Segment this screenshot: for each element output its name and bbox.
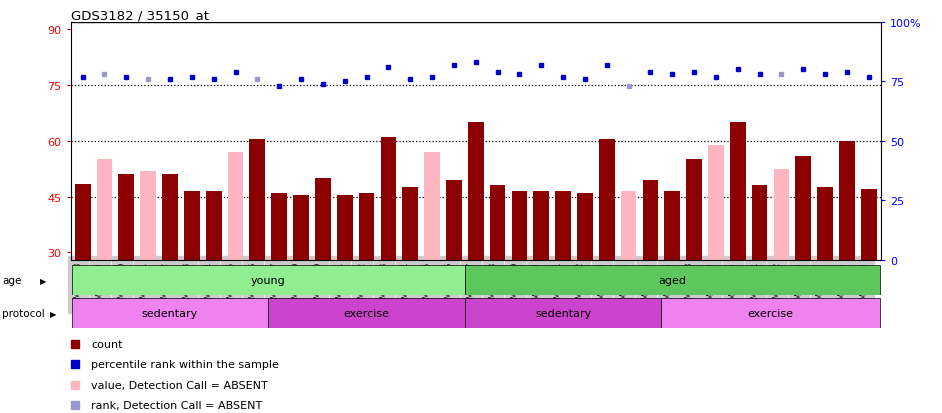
Bar (664, 192, 680, 260)
Text: ▶: ▶ (50, 309, 57, 318)
Text: value, Detection Call = ABSENT: value, Detection Call = ABSENT (90, 380, 268, 390)
Text: age: age (2, 275, 22, 285)
Text: sedentary: sedentary (142, 309, 198, 318)
Text: aged: aged (658, 275, 686, 285)
Bar (818, 188, 833, 260)
Bar (708, 145, 723, 260)
Text: GDS3182 / 35150_at: GDS3182 / 35150_at (71, 9, 208, 21)
Bar (642, 180, 658, 260)
Bar (293, 195, 309, 260)
Bar (686, 160, 702, 260)
Bar (512, 192, 528, 260)
Bar (464, 299, 661, 328)
Bar (533, 192, 549, 260)
Bar (72, 299, 268, 328)
Bar (205, 192, 221, 260)
Bar (268, 299, 464, 328)
Text: percentile rank within the sample: percentile rank within the sample (90, 359, 279, 369)
Bar (621, 192, 637, 260)
Bar (184, 192, 200, 260)
Bar (140, 171, 156, 260)
Text: ▶: ▶ (40, 276, 46, 285)
Bar (271, 193, 287, 260)
Bar (730, 123, 746, 260)
Bar (490, 186, 506, 260)
Bar (315, 178, 331, 260)
Bar (228, 152, 243, 260)
Bar (839, 142, 854, 260)
Text: exercise: exercise (344, 309, 390, 318)
Text: rank, Detection Call = ABSENT: rank, Detection Call = ABSENT (90, 400, 262, 410)
Bar (424, 152, 440, 260)
Bar (250, 140, 266, 260)
Bar (337, 195, 352, 260)
Bar (752, 186, 768, 260)
Text: sedentary: sedentary (535, 309, 592, 318)
Bar (97, 160, 112, 260)
Bar (162, 175, 178, 260)
Bar (773, 169, 789, 260)
Text: young: young (251, 275, 285, 285)
Bar (72, 266, 464, 295)
Bar (119, 175, 134, 260)
Text: protocol: protocol (2, 309, 44, 318)
Bar (861, 190, 877, 260)
Bar (381, 138, 397, 260)
Bar (359, 193, 374, 260)
Bar (555, 192, 571, 260)
Bar (402, 188, 418, 260)
Bar (446, 180, 462, 260)
Bar (661, 299, 880, 328)
Bar (599, 140, 614, 260)
Text: count: count (90, 339, 122, 349)
Bar (577, 193, 593, 260)
Bar (795, 156, 811, 260)
Bar (74, 184, 90, 260)
Bar (468, 123, 483, 260)
Text: exercise: exercise (748, 309, 793, 318)
Bar (464, 266, 880, 295)
